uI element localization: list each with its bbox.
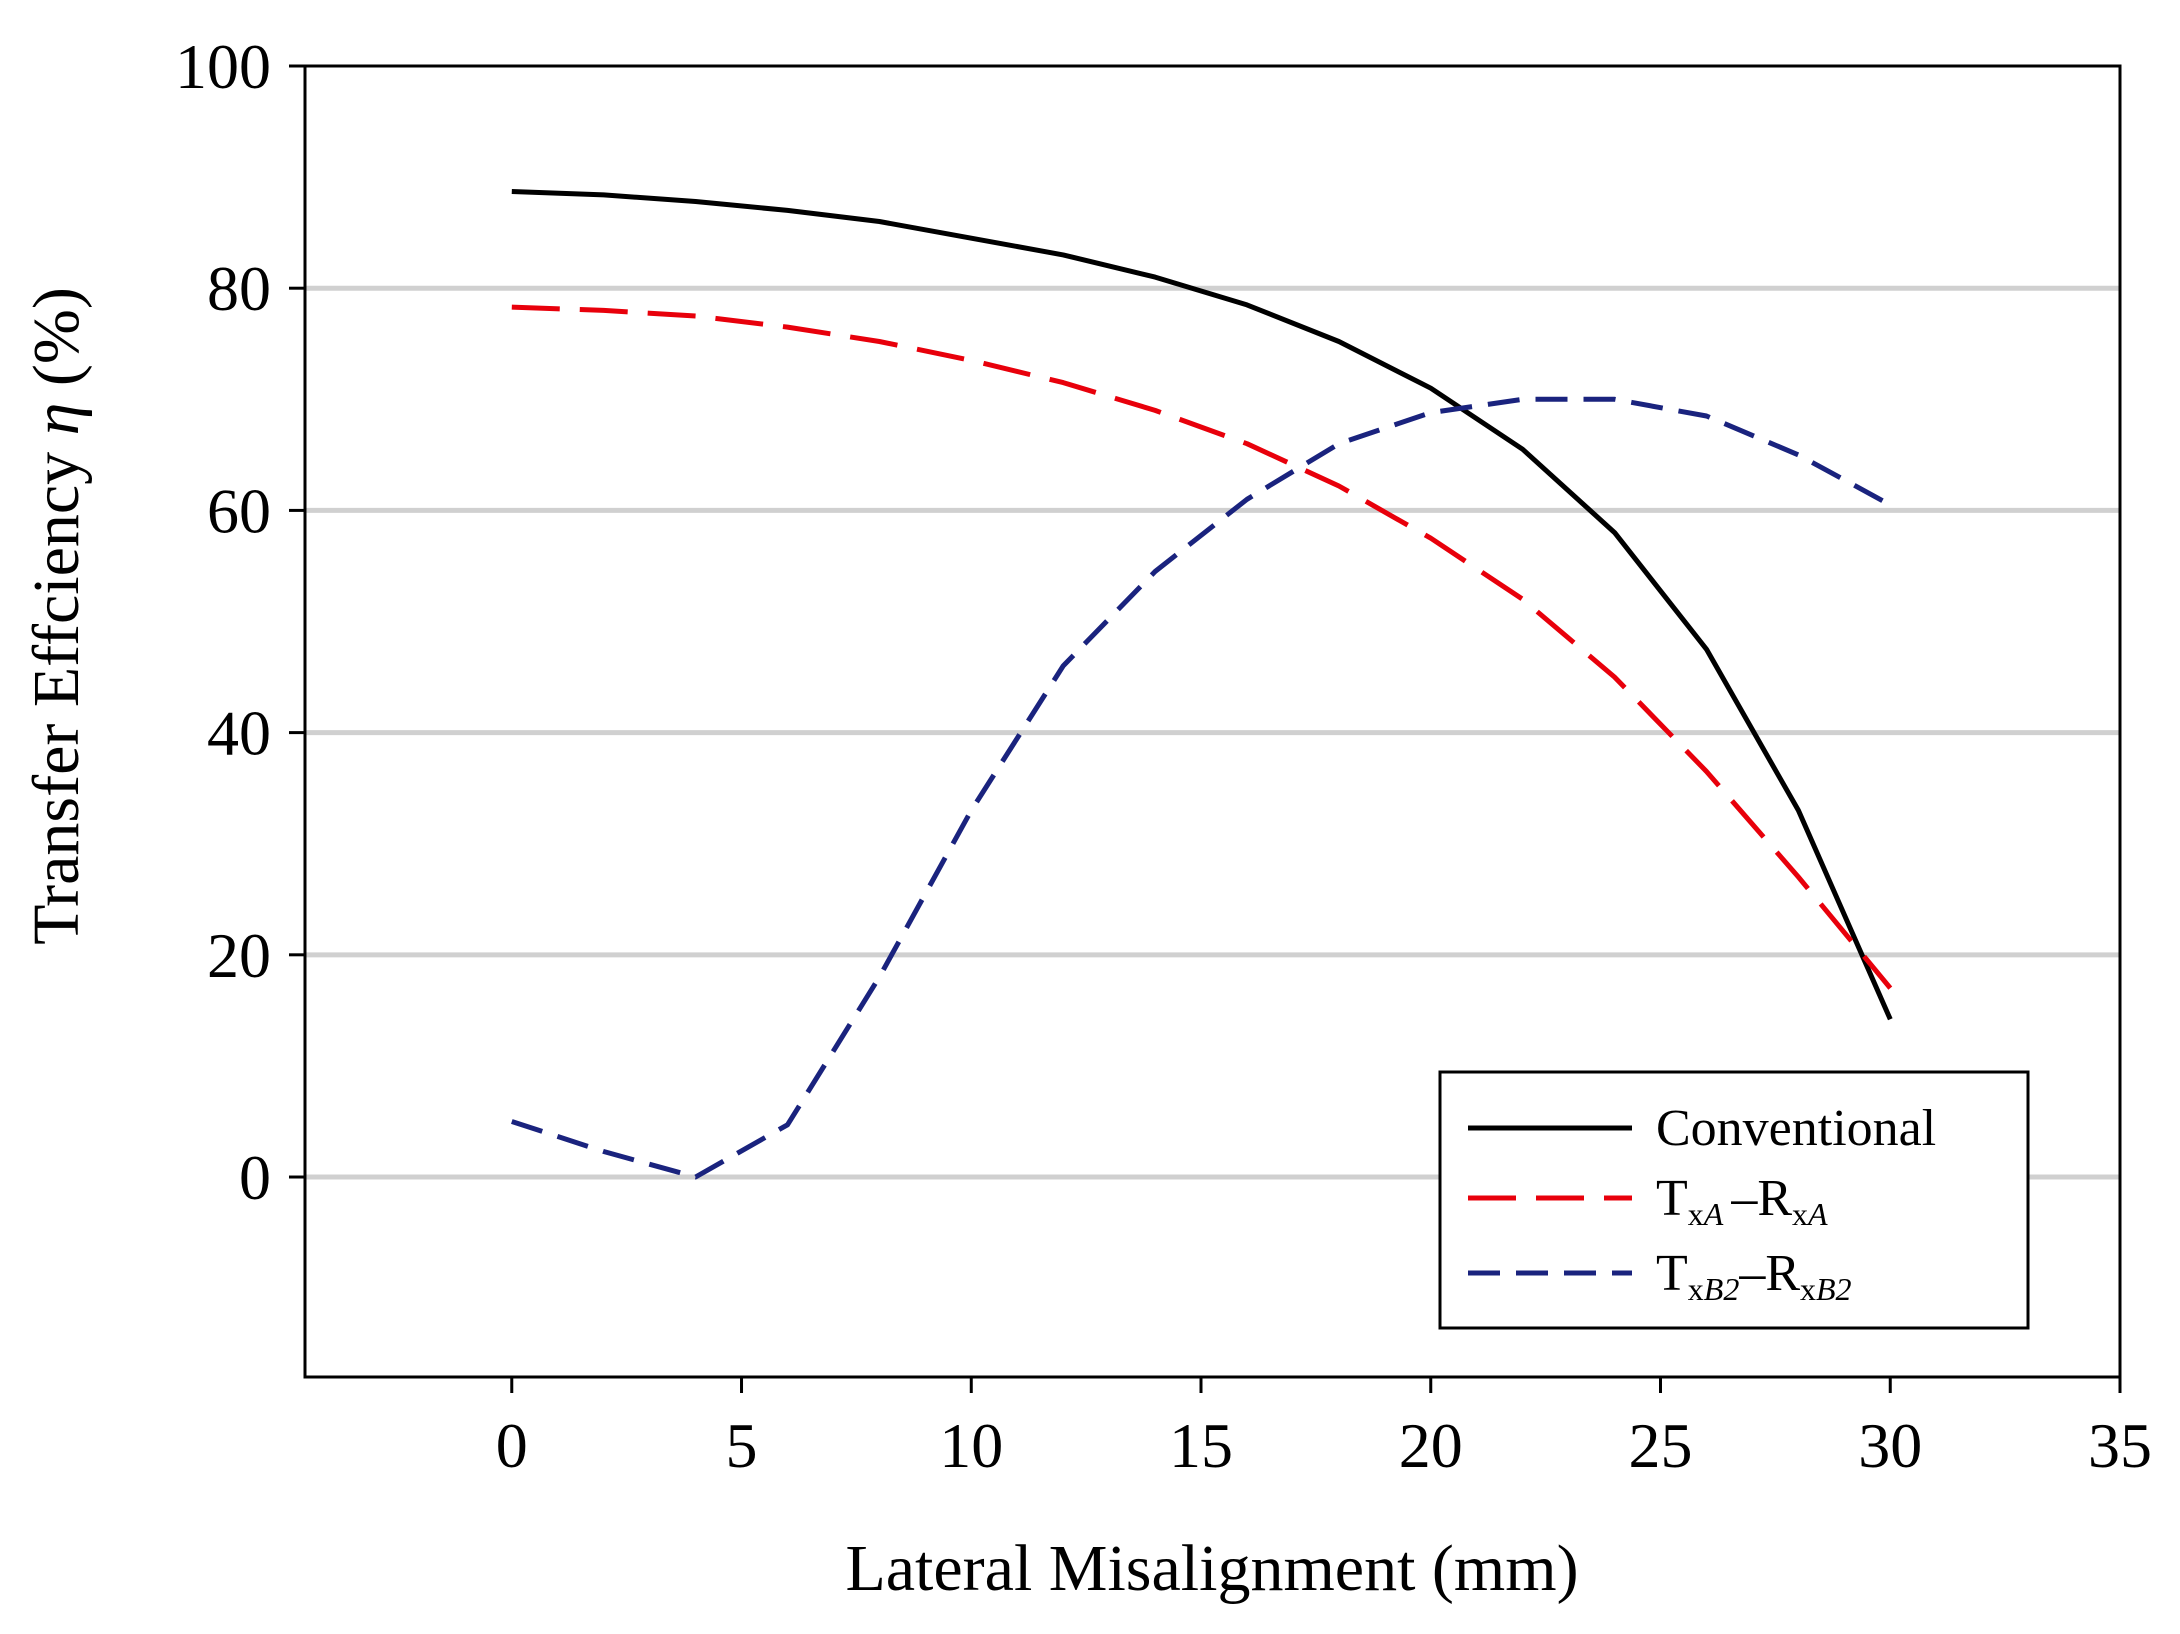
legend-label-txb2-rxb2-r-sub: x — [1800, 1271, 1816, 1307]
x-tick-label-20: 20 — [1399, 1410, 1463, 1481]
x-tick-label-5: 5 — [726, 1410, 758, 1481]
legend-label-txb2-rxb2-dash: – — [1738, 1245, 1766, 1302]
x-tick-label-30: 30 — [1858, 1410, 1922, 1481]
x-tick-label-35: 35 — [2088, 1410, 2152, 1481]
x-axis: 0 5 10 15 20 25 30 35 — [496, 1377, 2152, 1481]
legend-label-txa-rxa-r-sub-i: A — [1806, 1196, 1828, 1232]
x-axis-title: Lateral Misalignment (mm) — [845, 1532, 1578, 1605]
y-tick-label-80: 80 — [207, 253, 271, 324]
legend-label-txa-rxa-t-sub: x — [1688, 1196, 1704, 1232]
legend-label-txa-rxa-dash: – — [1730, 1170, 1758, 1227]
legend-label-txa-rxa-r: R — [1757, 1170, 1792, 1227]
series-txb2-rxb2 — [511, 396, 1892, 1180]
y-gridlines — [305, 285, 2120, 1180]
legend-label-txb2-rxb2-r-sub-i: B2 — [1816, 1271, 1852, 1307]
y-tick-label-40: 40 — [207, 698, 271, 769]
legend: Conventional TxA –RxA TxB2–RxB2 — [1438, 1070, 2030, 1330]
legend-label-txb2-rxb2-r: R — [1765, 1245, 1800, 1302]
y-tick-label-0: 0 — [239, 1142, 271, 1213]
plot-frame — [303, 64, 2122, 1379]
legend-label-txa-rxa-t-sub-i: A — [1702, 1196, 1724, 1232]
series-group — [511, 189, 1893, 1180]
x-tick-label-25: 25 — [1629, 1410, 1693, 1481]
series-conventional — [511, 189, 1893, 1021]
y-tick-label-20: 20 — [207, 920, 271, 991]
legend-label-txa-rxa-t: T — [1656, 1170, 1688, 1227]
y-axis-title-text: Transfer Effciency — [20, 435, 93, 945]
legend-label-txb2-rxb2: TxB2–RxB2 — [1656, 1245, 1852, 1307]
y-axis-title-unit: (%) — [20, 287, 93, 402]
legend-label-txb2-rxb2-t: T — [1656, 1245, 1688, 1302]
y-tick-label-60: 60 — [207, 475, 271, 546]
y-axis-title-symbol: η — [20, 403, 93, 436]
x-tick-label-15: 15 — [1169, 1410, 1233, 1481]
legend-label-txb2-rxb2-t-sub: x — [1688, 1271, 1704, 1307]
y-axis-title: Transfer Effciency η (%) — [20, 287, 93, 945]
legend-label-conventional: Conventional — [1656, 1100, 1936, 1157]
x-tick-label-0: 0 — [496, 1410, 528, 1481]
legend-label-txa-rxa: TxA –RxA — [1656, 1170, 1828, 1232]
series-txa-rxa — [511, 304, 1893, 990]
legend-label-txa-rxa-r-sub: x — [1792, 1196, 1808, 1232]
y-tick-label-100: 100 — [175, 31, 271, 102]
x-tick-label-10: 10 — [939, 1410, 1003, 1481]
legend-label-txb2-rxb2-t-sub-i: B2 — [1704, 1271, 1740, 1307]
y-axis: 0 20 40 60 80 100 — [175, 31, 305, 1213]
